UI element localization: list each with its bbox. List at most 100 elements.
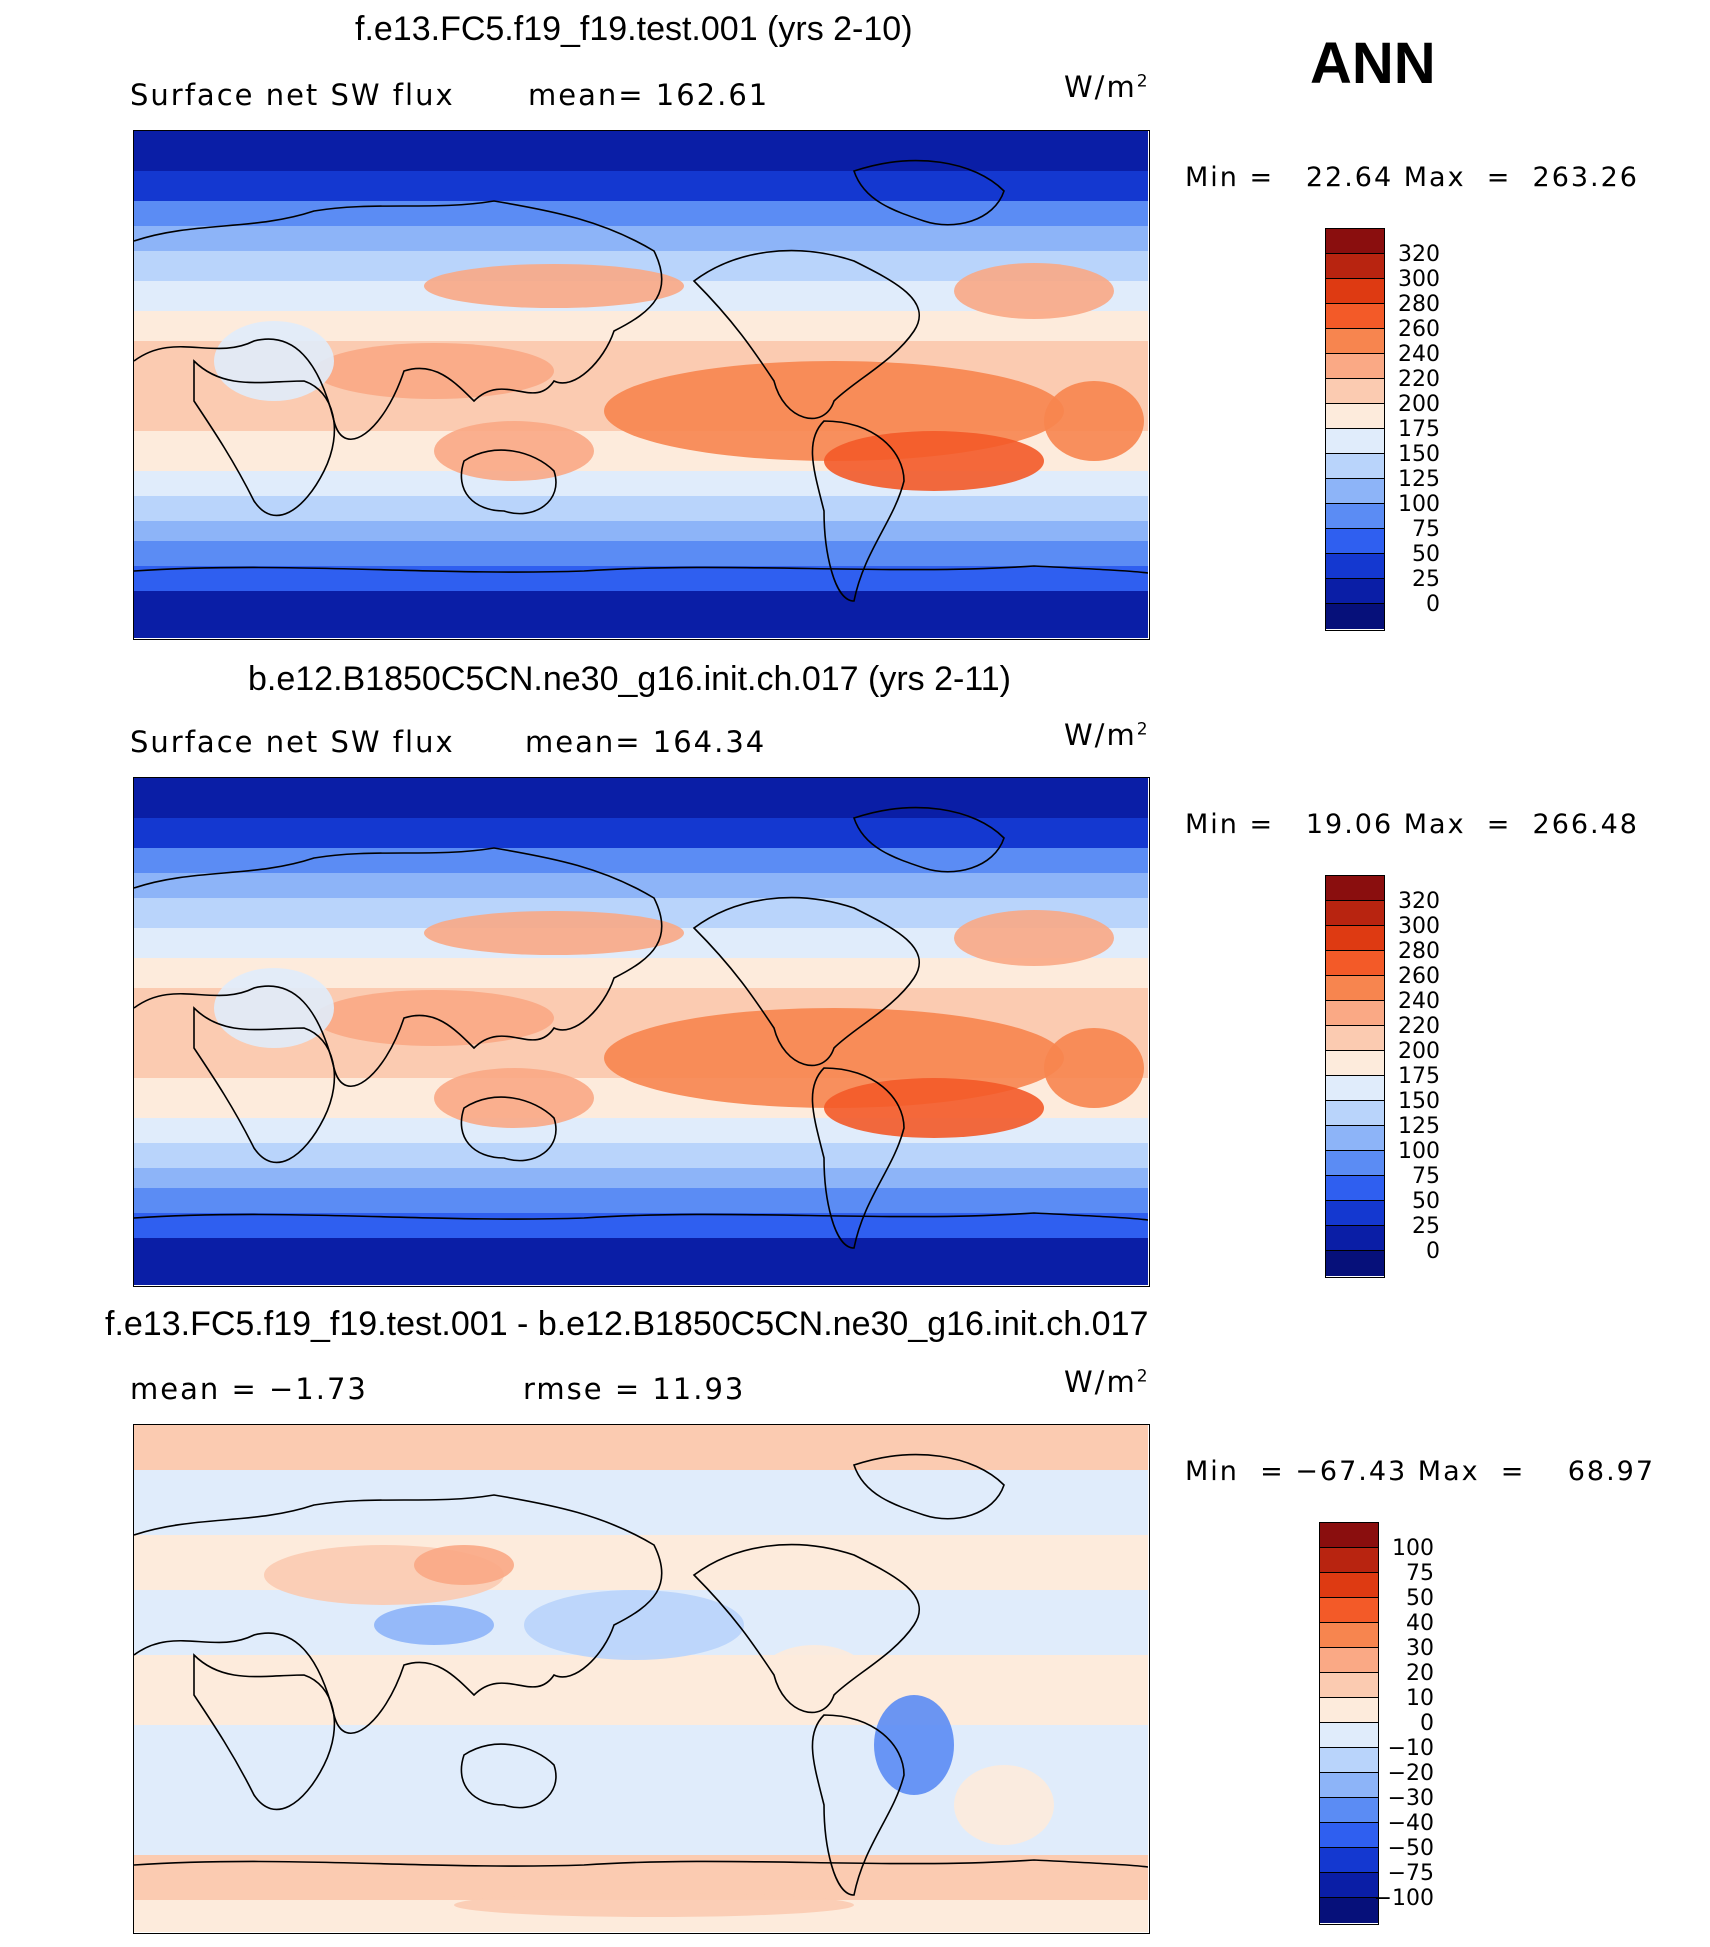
colorbar-level-label: 20 bbox=[1406, 1661, 1434, 1686]
colorbar-level-label: −20 bbox=[1387, 1761, 1434, 1786]
panel-2-map bbox=[133, 777, 1150, 1287]
colorbar-swatch bbox=[1326, 1001, 1384, 1026]
colorbar-swatch bbox=[1326, 479, 1384, 504]
world-map-icon bbox=[134, 778, 1148, 1285]
colorbar-swatch bbox=[1326, 1126, 1384, 1151]
panel-2-variable: Surface net SW flux bbox=[130, 725, 455, 759]
colorbar-level-label: 25 bbox=[1412, 1214, 1440, 1239]
colorbar-swatch bbox=[1320, 1848, 1378, 1873]
colorbar-level-label: 0 bbox=[1420, 1711, 1434, 1736]
colorbar-swatch bbox=[1320, 1898, 1378, 1923]
colorbar-level-label: 40 bbox=[1406, 1611, 1434, 1636]
colorbar-swatch bbox=[1326, 876, 1384, 901]
colorbar-swatch bbox=[1326, 429, 1384, 454]
colorbar-swatch bbox=[1326, 901, 1384, 926]
colorbar-swatch bbox=[1326, 1101, 1384, 1126]
colorbar-level-label: 175 bbox=[1398, 417, 1440, 442]
colorbar-swatch bbox=[1326, 1201, 1384, 1226]
colorbar-swatch bbox=[1320, 1648, 1378, 1673]
world-map-icon bbox=[134, 131, 1148, 638]
colorbar-swatch bbox=[1320, 1673, 1378, 1698]
colorbar-level-label: 240 bbox=[1398, 989, 1440, 1014]
panel-2-colorbar bbox=[1325, 875, 1385, 1278]
panel-3-rmse: rmse = 11.93 bbox=[523, 1372, 746, 1406]
colorbar-level-label: 220 bbox=[1398, 1014, 1440, 1039]
colorbar-swatch bbox=[1326, 1026, 1384, 1051]
colorbar-swatch bbox=[1326, 404, 1384, 429]
panel-1-title: f.e13.FC5.f19_f19.test.001 (yrs 2-10) bbox=[355, 10, 913, 48]
colorbar-level-label: −75 bbox=[1387, 1861, 1434, 1886]
colorbar-swatch bbox=[1326, 604, 1384, 629]
colorbar-level-label: −50 bbox=[1387, 1836, 1434, 1861]
colorbar-swatch bbox=[1326, 579, 1384, 604]
colorbar-swatch bbox=[1326, 554, 1384, 579]
colorbar-level-label: 150 bbox=[1398, 1089, 1440, 1114]
colorbar-swatch bbox=[1320, 1623, 1378, 1648]
colorbar-swatch bbox=[1326, 1251, 1384, 1276]
colorbar-level-label: 25 bbox=[1412, 567, 1440, 592]
colorbar-swatch bbox=[1326, 1226, 1384, 1251]
colorbar-swatch bbox=[1320, 1598, 1378, 1623]
colorbar-level-label: 0 bbox=[1426, 1239, 1440, 1264]
colorbar-swatch bbox=[1320, 1523, 1378, 1548]
panel-1-variable: Surface net SW flux bbox=[130, 78, 455, 112]
colorbar-level-label: −10 bbox=[1387, 1736, 1434, 1761]
colorbar-swatch bbox=[1326, 1051, 1384, 1076]
colorbar-level-label: 100 bbox=[1392, 1536, 1434, 1561]
colorbar-swatch bbox=[1320, 1823, 1378, 1848]
panel-3-title: f.e13.FC5.f19_f19.test.001 - b.e12.B1850… bbox=[105, 1305, 1149, 1343]
colorbar-swatch bbox=[1320, 1873, 1378, 1898]
colorbar-level-label: 125 bbox=[1398, 467, 1440, 492]
colorbar-swatch bbox=[1326, 1076, 1384, 1101]
colorbar-level-label: 100 bbox=[1398, 1139, 1440, 1164]
colorbar-swatch bbox=[1320, 1573, 1378, 1598]
panel-2-title: b.e12.B1850C5CN.ne30_g16.init.ch.017 (yr… bbox=[248, 660, 1011, 698]
colorbar-level-label: 150 bbox=[1398, 442, 1440, 467]
colorbar-swatch bbox=[1326, 354, 1384, 379]
panel-2-mean: mean= 164.34 bbox=[525, 725, 767, 759]
colorbar-swatch bbox=[1326, 329, 1384, 354]
panel-2-minmax: Min = 19.06 Max = 266.48 bbox=[1185, 809, 1639, 840]
colorbar-level-label: 200 bbox=[1398, 392, 1440, 417]
colorbar-level-label: 100 bbox=[1398, 492, 1440, 517]
colorbar-level-label: 220 bbox=[1398, 367, 1440, 392]
colorbar-level-label: 0 bbox=[1426, 592, 1440, 617]
colorbar-swatch bbox=[1326, 1176, 1384, 1201]
panel-3-unit: W/m2 bbox=[1064, 1365, 1150, 1399]
colorbar-level-label: 50 bbox=[1412, 1189, 1440, 1214]
colorbar-swatch bbox=[1320, 1723, 1378, 1748]
colorbar-swatch bbox=[1320, 1773, 1378, 1798]
colorbar-level-label: 75 bbox=[1412, 1164, 1440, 1189]
colorbar-level-label: 280 bbox=[1398, 292, 1440, 317]
season-label: ANN bbox=[1310, 31, 1436, 96]
panel-3-minmax: Min = −67.43 Max = 68.97 bbox=[1185, 1456, 1656, 1487]
colorbar-level-label: 260 bbox=[1398, 317, 1440, 342]
colorbar-level-label: 280 bbox=[1398, 939, 1440, 964]
colorbar-level-label: −30 bbox=[1387, 1786, 1434, 1811]
colorbar-swatch bbox=[1326, 504, 1384, 529]
panel-2-unit: W/m2 bbox=[1064, 718, 1150, 752]
colorbar-level-label: 125 bbox=[1398, 1114, 1440, 1139]
panel-1-unit: W/m2 bbox=[1064, 70, 1150, 104]
colorbar-level-label: 320 bbox=[1398, 242, 1440, 267]
colorbar-level-label: −40 bbox=[1387, 1811, 1434, 1836]
colorbar-swatch bbox=[1320, 1548, 1378, 1573]
colorbar-level-label: 240 bbox=[1398, 342, 1440, 367]
colorbar-swatch bbox=[1326, 254, 1384, 279]
colorbar-level-label: 300 bbox=[1398, 267, 1440, 292]
world-map-icon bbox=[134, 1425, 1148, 1932]
colorbar-swatch bbox=[1326, 976, 1384, 1001]
panel-1-colorbar bbox=[1325, 228, 1385, 631]
colorbar-level-label: 300 bbox=[1398, 914, 1440, 939]
colorbar-swatch bbox=[1326, 279, 1384, 304]
panel-3-map bbox=[133, 1424, 1150, 1934]
colorbar-swatch bbox=[1326, 951, 1384, 976]
colorbar-level-label: 30 bbox=[1406, 1636, 1434, 1661]
colorbar-level-label: 320 bbox=[1398, 889, 1440, 914]
colorbar-swatch bbox=[1326, 379, 1384, 404]
colorbar-swatch bbox=[1326, 304, 1384, 329]
colorbar-swatch bbox=[1326, 454, 1384, 479]
colorbar-level-label: 10 bbox=[1406, 1686, 1434, 1711]
colorbar-level-label: 260 bbox=[1398, 964, 1440, 989]
colorbar-level-label: −100 bbox=[1373, 1886, 1434, 1911]
